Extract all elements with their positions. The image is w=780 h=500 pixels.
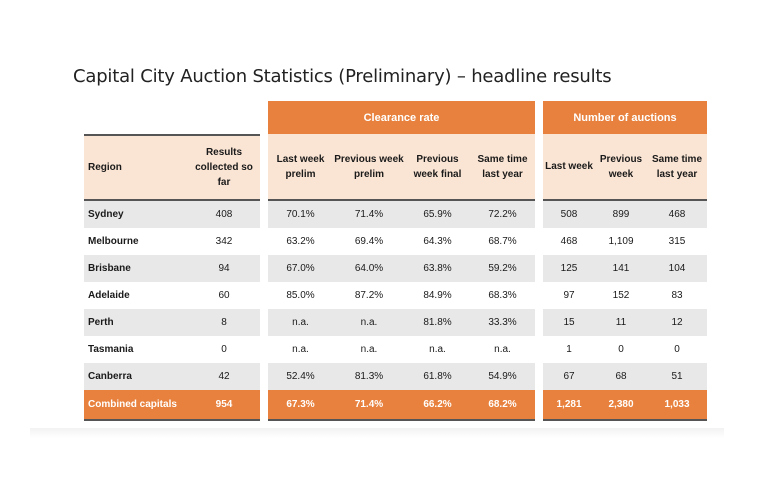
cell-cr-prev-week: 64.0% (333, 255, 405, 282)
total-results: 954 (188, 390, 260, 421)
header-cr-prev-final: Previous week final (405, 134, 470, 199)
cell-results: 0 (188, 336, 260, 363)
page-shadow (30, 428, 724, 438)
cell-cr-prev-week: 71.4% (333, 199, 405, 228)
cell-na-prev-week: 1,109 (595, 228, 647, 255)
cell-cr-prev-week: 87.2% (333, 282, 405, 309)
cell-results: 42 (188, 363, 260, 390)
cell-cr-last-week: 63.2% (268, 228, 333, 255)
cell-cr-last-week: n.a. (268, 309, 333, 336)
cell-na-last-week: 67 (543, 363, 595, 390)
cell-cr-prev-final: 84.9% (405, 282, 470, 309)
cell-cr-prev-final: 81.8% (405, 309, 470, 336)
cell-cr-prev-final: 61.8% (405, 363, 470, 390)
cell-cr-same-time: 54.9% (470, 363, 535, 390)
total-na-same-time: 1,033 (647, 390, 707, 421)
group-header-row: Clearance rate Number of auctions (84, 101, 707, 134)
cell-cr-last-week: 67.0% (268, 255, 333, 282)
cell-cr-same-time: 68.7% (470, 228, 535, 255)
cell-na-last-week: 125 (543, 255, 595, 282)
header-na-same-time: Same time last year (647, 134, 707, 199)
cell-na-same-time: 315 (647, 228, 707, 255)
cell-region: Adelaide (84, 282, 188, 309)
column-header-row: Region Results collected so far Last wee… (84, 134, 707, 199)
cell-na-same-time: 51 (647, 363, 707, 390)
table-row: Tasmania 0 n.a. n.a. n.a. n.a. 1 0 0 (84, 336, 707, 363)
cell-na-same-time: 104 (647, 255, 707, 282)
cell-region: Tasmania (84, 336, 188, 363)
group-spacer (84, 101, 188, 134)
total-na-prev-week: 2,380 (595, 390, 647, 421)
cell-cr-same-time: 33.3% (470, 309, 535, 336)
cell-na-last-week: 15 (543, 309, 595, 336)
table-row: Adelaide 60 85.0% 87.2% 84.9% 68.3% 97 152 83 (84, 282, 707, 309)
cell-cr-same-time: 59.2% (470, 255, 535, 282)
cell-cr-last-week: 70.1% (268, 199, 333, 228)
table-row: Melbourne 342 63.2% 69.4% 64.3% 68.7% 468 1,109… (84, 228, 707, 255)
cell-cr-last-week: 52.4% (268, 363, 333, 390)
cell-cr-prev-week: 81.3% (333, 363, 405, 390)
cell-na-prev-week: 152 (595, 282, 647, 309)
table-row: Sydney 408 70.1% 71.4% 65.9% 72.2% 508 899 468 (84, 199, 707, 228)
cell-na-same-time: 83 (647, 282, 707, 309)
cell-cr-prev-week: 69.4% (333, 228, 405, 255)
cell-cr-prev-final: 65.9% (405, 199, 470, 228)
table-row: Brisbane 94 67.0% 64.0% 63.8% 59.2% 125 141 104 (84, 255, 707, 282)
cell-cr-prev-final: n.a. (405, 336, 470, 363)
total-cr-prev-week: 71.4% (333, 390, 405, 421)
total-row: Combined capitals 954 67.3% 71.4% 66.2% … (84, 390, 707, 421)
total-region: Combined capitals (84, 390, 188, 421)
cell-na-prev-week: 899 (595, 199, 647, 228)
header-na-last-week: Last week (543, 134, 595, 199)
table-row: Canberra 42 52.4% 81.3% 61.8% 54.9% 67 68 51 (84, 363, 707, 390)
cell-results: 60 (188, 282, 260, 309)
header-results: Results collected so far (188, 134, 260, 199)
total-cr-last-week: 67.3% (268, 390, 333, 421)
table-row: Perth 8 n.a. n.a. 81.8% 33.3% 15 11 12 (84, 309, 707, 336)
cell-region: Perth (84, 309, 188, 336)
group-spacer (188, 101, 260, 134)
cell-cr-prev-week: n.a. (333, 309, 405, 336)
cell-results: 94 (188, 255, 260, 282)
cell-region: Brisbane (84, 255, 188, 282)
cell-results: 408 (188, 199, 260, 228)
cell-cr-last-week: 85.0% (268, 282, 333, 309)
cell-na-same-time: 12 (647, 309, 707, 336)
cell-cr-last-week: n.a. (268, 336, 333, 363)
cell-na-prev-week: 0 (595, 336, 647, 363)
cell-na-prev-week: 141 (595, 255, 647, 282)
cell-na-prev-week: 68 (595, 363, 647, 390)
cell-na-same-time: 0 (647, 336, 707, 363)
cell-cr-same-time: n.a. (470, 336, 535, 363)
header-cr-same-time: Same time last year (470, 134, 535, 199)
header-region: Region (84, 134, 188, 199)
header-na-prev-week: Previous week (595, 134, 647, 199)
cell-region: Melbourne (84, 228, 188, 255)
cell-na-same-time: 468 (647, 199, 707, 228)
group-clearance-rate: Clearance rate (268, 101, 535, 134)
cell-region: Sydney (84, 199, 188, 228)
cell-cr-prev-week: n.a. (333, 336, 405, 363)
cell-na-last-week: 1 (543, 336, 595, 363)
header-cr-last-week: Last week prelim (268, 134, 333, 199)
cell-na-last-week: 508 (543, 199, 595, 228)
cell-results: 342 (188, 228, 260, 255)
cell-cr-prev-final: 64.3% (405, 228, 470, 255)
total-cr-same-time: 68.2% (470, 390, 535, 421)
cell-na-last-week: 97 (543, 282, 595, 309)
cell-region: Canberra (84, 363, 188, 390)
total-cr-prev-final: 66.2% (405, 390, 470, 421)
group-number-of-auctions: Number of auctions (543, 101, 707, 134)
cell-na-last-week: 468 (543, 228, 595, 255)
cell-cr-prev-final: 63.8% (405, 255, 470, 282)
cell-cr-same-time: 72.2% (470, 199, 535, 228)
cell-na-prev-week: 11 (595, 309, 647, 336)
page-title: Capital City Auction Statistics (Prelimi… (73, 66, 612, 87)
auction-statistics-table: Clearance rate Number of auctions Region… (84, 101, 707, 421)
header-cr-prev-week: Previous week prelim (333, 134, 405, 199)
cell-results: 8 (188, 309, 260, 336)
cell-cr-same-time: 68.3% (470, 282, 535, 309)
total-na-last-week: 1,281 (543, 390, 595, 421)
